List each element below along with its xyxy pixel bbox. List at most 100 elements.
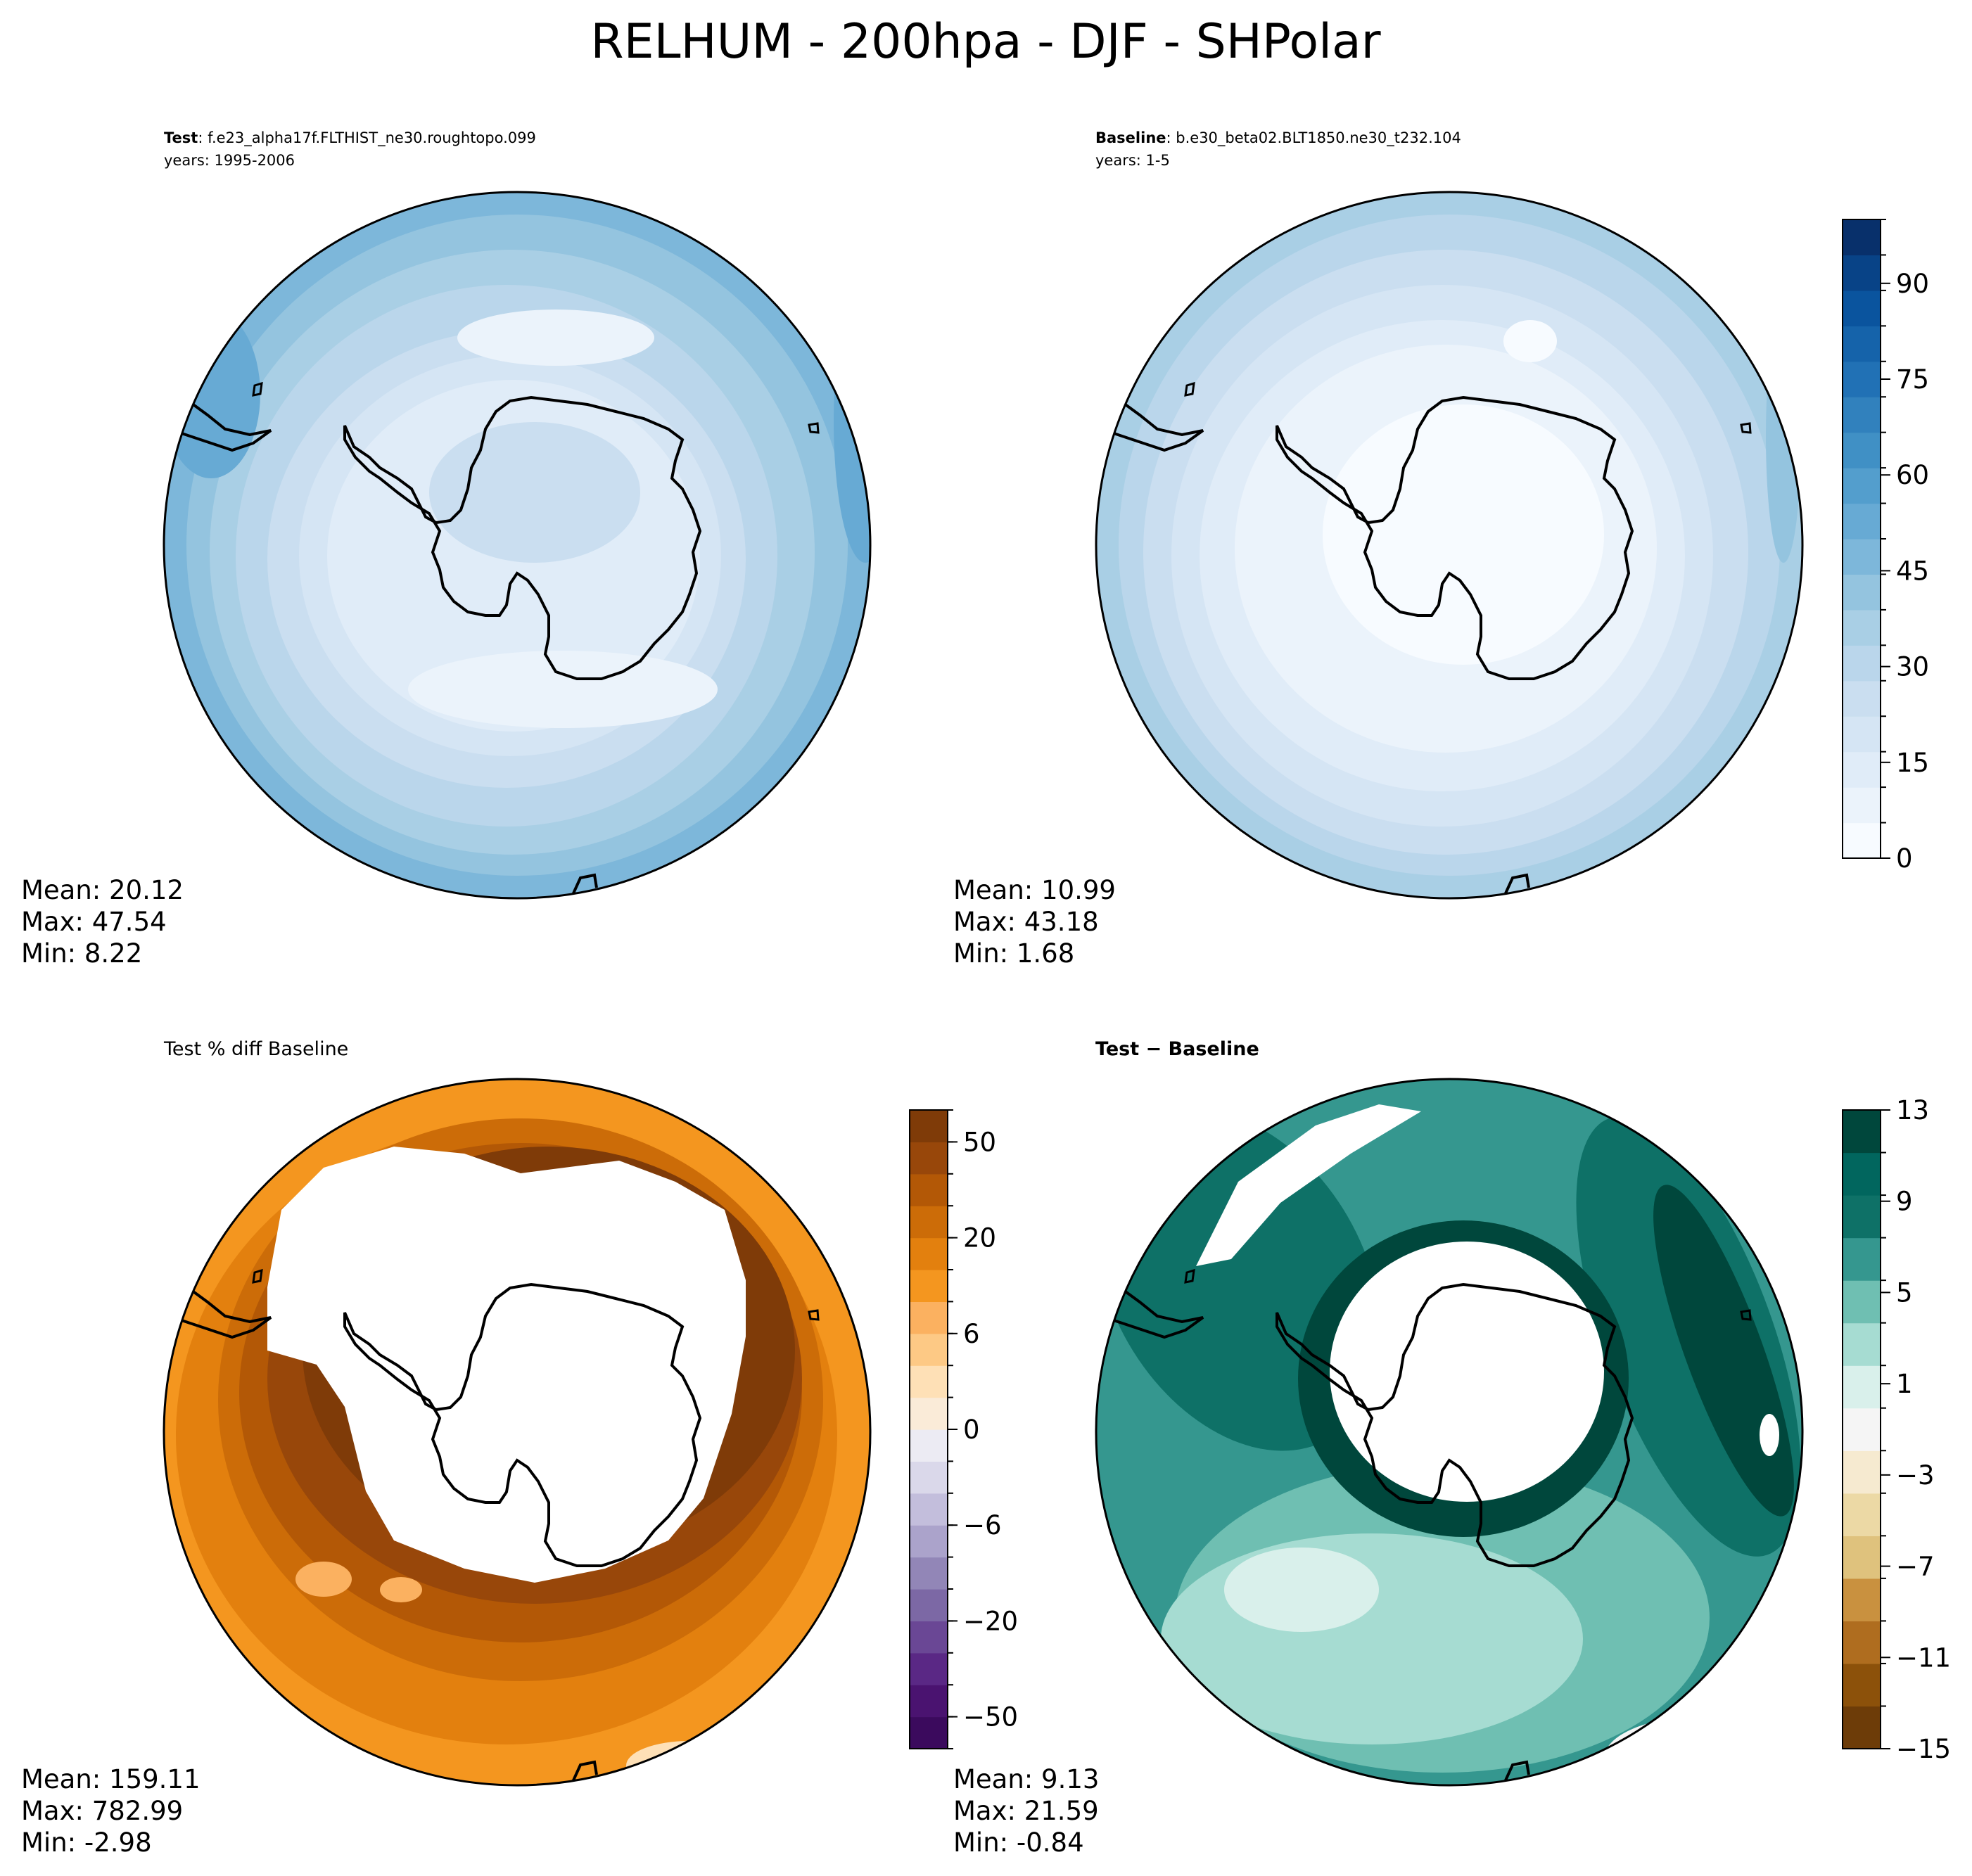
test-label: Test: f.e23_alpha17f.FLTHIST_ne30.rought… xyxy=(164,129,536,147)
diff-island-falklands xyxy=(1184,1268,1195,1284)
diff-fill-east-peak xyxy=(1653,1185,1794,1517)
baseline-stat-mean: Mean: 10.99 xyxy=(953,875,1116,905)
cb-puor-tick-label: −6 xyxy=(963,1510,1002,1540)
cb-puor-tick-label: −50 xyxy=(963,1702,1018,1733)
cb-blues-segment xyxy=(1843,609,1881,646)
pctdiff-stat-mean: Mean: 159.11 xyxy=(21,1764,201,1794)
cb-blues-tick-label: 0 xyxy=(1896,843,1913,874)
pctdiff-fill-patch2 xyxy=(380,1577,422,1602)
cb-brbg-tick-label: 13 xyxy=(1896,1095,1929,1125)
cb-blues-segment xyxy=(1843,539,1881,575)
cb-puor-segment xyxy=(910,1461,948,1494)
cb-puor-tick-label: −20 xyxy=(963,1606,1018,1636)
test-label-bold: Test xyxy=(164,129,198,146)
cb-blues-segment xyxy=(1843,432,1881,468)
cb-puor-segment xyxy=(910,1333,948,1366)
cb-puor-segment xyxy=(910,1685,948,1718)
cb-brbg-frame xyxy=(1842,1109,1881,1749)
cb-brbg-tick-label: 5 xyxy=(1896,1277,1913,1308)
baseline-label-bold: Baseline xyxy=(1095,129,1166,146)
test-island-falklands xyxy=(252,381,263,397)
cb-puor-segment xyxy=(910,1493,948,1526)
colorbar-brbg: −15 −11 −7 −3 1 5 9 13 xyxy=(1842,1095,1951,1764)
diff-new-zealand xyxy=(1504,1760,1530,1781)
panel-diff: Test − Baseline Mean: 9.13 Max: 21.59 Mi… xyxy=(953,1038,1804,1858)
cb-blues-segment xyxy=(1843,787,1881,824)
test-map-border xyxy=(163,191,872,900)
cb-puor-segment xyxy=(910,1716,948,1749)
cb-blues-tick-label: 30 xyxy=(1896,652,1929,682)
cb-brbg-tick-label: −15 xyxy=(1896,1734,1951,1764)
test-stat-mean: Mean: 20.12 xyxy=(21,875,184,905)
cb-brbg-tick-label: −3 xyxy=(1896,1460,1935,1491)
cb-brbg-segment xyxy=(1843,1493,1881,1536)
pctdiff-map xyxy=(164,1079,870,1785)
diff-fill-missing xyxy=(1330,1242,1604,1502)
cb-puor-segment xyxy=(910,1270,948,1302)
colorbar-puor: −50 −20 −6 0 6 20 50 xyxy=(909,1109,1018,1749)
cb-puor-segment xyxy=(910,1557,948,1590)
cb-puor-segment xyxy=(910,1429,948,1462)
test-stat-min: Min: 8.22 xyxy=(21,938,142,969)
panel-baseline: Baseline: b.e30_beta02.BLT1850.ne30_t232… xyxy=(953,129,1804,969)
cb-brbg-segment xyxy=(1843,1237,1881,1281)
diff-fill-patch-light xyxy=(1224,1548,1379,1632)
cb-blues-segment xyxy=(1843,751,1881,788)
pctdiff-island-falklands xyxy=(252,1268,263,1284)
cb-blues-segment xyxy=(1843,468,1881,504)
panel-pctdiff: Test % diff Baseline Mean: 159.11 Max: 7… xyxy=(21,1038,872,1858)
cb-blues-segment xyxy=(1843,822,1881,859)
cb-blues-segment xyxy=(1843,290,1881,326)
pctdiff-label: Test % diff Baseline xyxy=(163,1038,348,1060)
baseline-island-kerguelen xyxy=(1740,422,1752,434)
test-island-kerguelen xyxy=(808,422,820,434)
pctdiff-stat-min: Min: -2.98 xyxy=(21,1827,152,1858)
cb-puor-segment xyxy=(910,1621,948,1654)
cb-blues-segment xyxy=(1843,255,1881,291)
baseline-map xyxy=(1096,192,1802,898)
cb-brbg-segment xyxy=(1843,1110,1881,1154)
test-fill-low-north xyxy=(457,310,654,366)
diff-map-border xyxy=(1095,1078,1804,1787)
pctdiff-fill-missing xyxy=(267,1147,746,1583)
cb-brbg-segment xyxy=(1843,1322,1881,1366)
baseline-stat-min: Min: 1.68 xyxy=(953,938,1074,969)
cb-puor-segment xyxy=(910,1525,948,1558)
cb-brbg-segment xyxy=(1843,1152,1881,1196)
baseline-map-border xyxy=(1095,191,1804,900)
cb-blues-tick-label: 75 xyxy=(1896,364,1929,395)
cb-brbg-tick-label: −7 xyxy=(1896,1552,1935,1582)
baseline-fill-low-north xyxy=(1503,320,1557,362)
pctdiff-fill-patch3 xyxy=(626,1741,753,1785)
cb-blues-tick-label: 60 xyxy=(1896,460,1929,490)
cb-puor-segment xyxy=(910,1173,948,1206)
cb-brbg-segment xyxy=(1843,1365,1881,1409)
baseline-label: Baseline: b.e30_beta02.BLT1850.ne30_t232… xyxy=(1095,129,1461,147)
cb-puor-segment xyxy=(910,1301,948,1334)
diff-south-america xyxy=(1096,1284,1204,1339)
cb-puor-segment xyxy=(910,1397,948,1430)
pctdiff-island-kerguelen xyxy=(808,1309,820,1321)
diff-island-kerguelen xyxy=(1740,1309,1752,1321)
diff-fill-missing-north xyxy=(1196,1104,1421,1266)
diff-stat-mean: Mean: 9.13 xyxy=(953,1764,1099,1794)
test-map xyxy=(164,192,870,898)
baseline-south-america xyxy=(1096,397,1204,452)
cb-puor-segment xyxy=(910,1589,948,1621)
baseline-fill-continent xyxy=(1323,404,1604,665)
baseline-island-falklands xyxy=(1184,381,1195,397)
cb-puor-tick-label: 50 xyxy=(963,1127,996,1157)
cb-puor-segment xyxy=(910,1652,948,1685)
test-stat-max: Max: 47.54 xyxy=(21,907,167,937)
figure-title: RELHUM - 200hpa - DJF - SHPolar xyxy=(590,14,1380,70)
diff-stat-min: Min: -0.84 xyxy=(953,1827,1084,1858)
test-new-zealand xyxy=(572,873,598,894)
test-fill-continent xyxy=(429,422,640,563)
cb-brbg-segment xyxy=(1843,1706,1881,1749)
cb-brbg-segment xyxy=(1843,1450,1881,1494)
cb-blues-segment xyxy=(1843,397,1881,433)
cb-brbg-segment xyxy=(1843,1578,1881,1621)
pctdiff-fill-patch1 xyxy=(295,1562,352,1597)
pctdiff-new-zealand xyxy=(572,1760,598,1781)
